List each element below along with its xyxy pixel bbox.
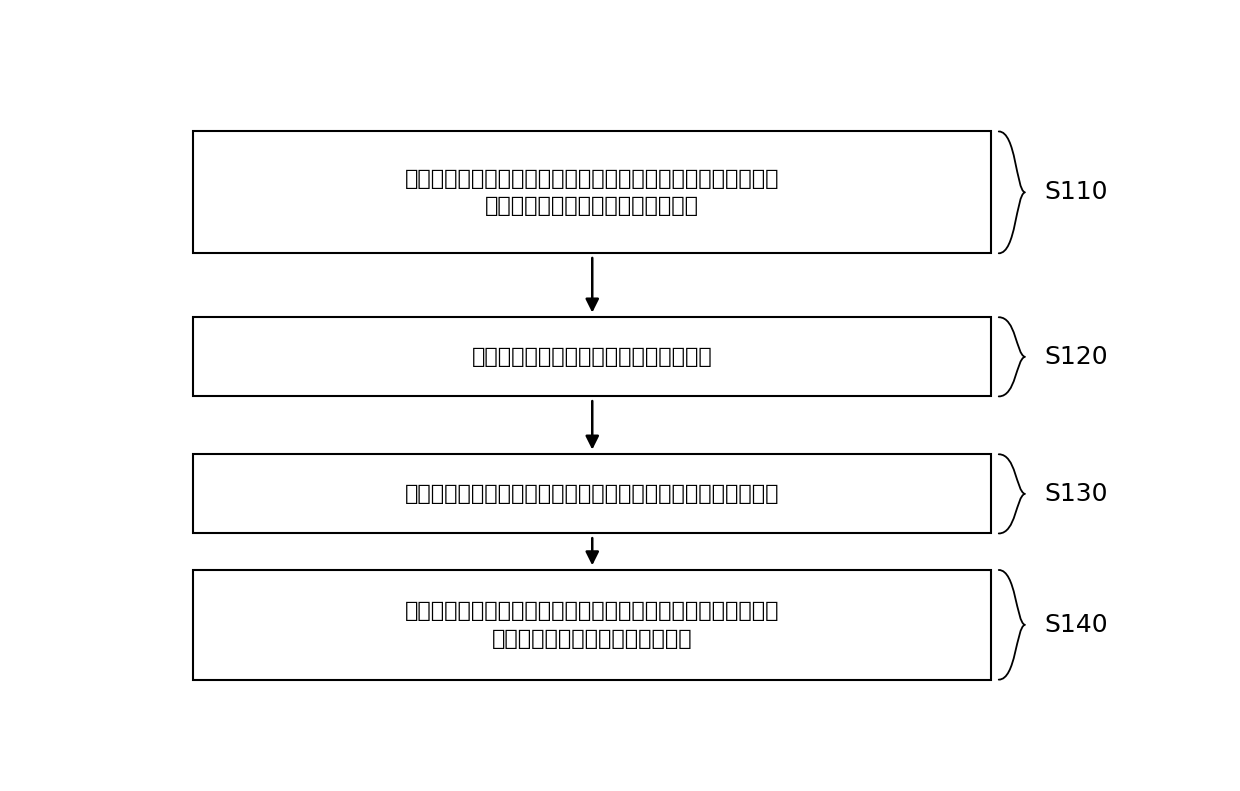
Bar: [193, 317, 991, 396]
Text: S120: S120: [1044, 345, 1107, 369]
Text: S140: S140: [1044, 613, 1107, 637]
Text: 根据所述各个标注人员对应的标注能力属性信息和所述任务属性: 根据所述各个标注人员对应的标注能力属性信息和所述任务属性: [405, 601, 780, 621]
Text: 信息为各个标注人员分配标注任务: 信息为各个标注人员分配标注任务: [492, 629, 693, 649]
Text: 确定所述待标注任务数据的任务属性信息: 确定所述待标注任务数据的任务属性信息: [472, 346, 713, 367]
Bar: [193, 131, 991, 253]
Bar: [193, 454, 991, 533]
Text: 获取所述标注人员名单中各个标注人员对应的标注能力属性信息: 获取所述标注人员名单中各个标注人员对应的标注能力属性信息: [405, 484, 780, 504]
Text: S130: S130: [1044, 482, 1107, 506]
Text: 待标注任务数据，以及标注人员名单: 待标注任务数据，以及标注人员名单: [485, 196, 699, 216]
Text: S110: S110: [1044, 180, 1107, 204]
Text: 响应于标注任务分配指令，获取与所述标注任务分配指令关联的: 响应于标注任务分配指令，获取与所述标注任务分配指令关联的: [405, 168, 780, 189]
Bar: [193, 570, 991, 679]
